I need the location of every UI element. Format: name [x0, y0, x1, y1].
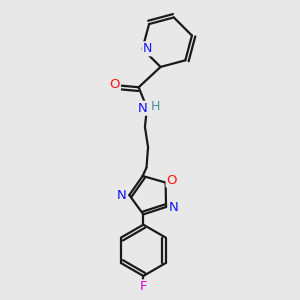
Text: O: O [110, 78, 120, 91]
Text: N: N [169, 200, 179, 214]
Text: O: O [167, 174, 177, 187]
Text: N: N [117, 189, 126, 202]
Text: N: N [138, 102, 148, 115]
Text: N: N [142, 42, 152, 55]
Text: H: H [151, 100, 160, 112]
Text: F: F [140, 280, 147, 293]
